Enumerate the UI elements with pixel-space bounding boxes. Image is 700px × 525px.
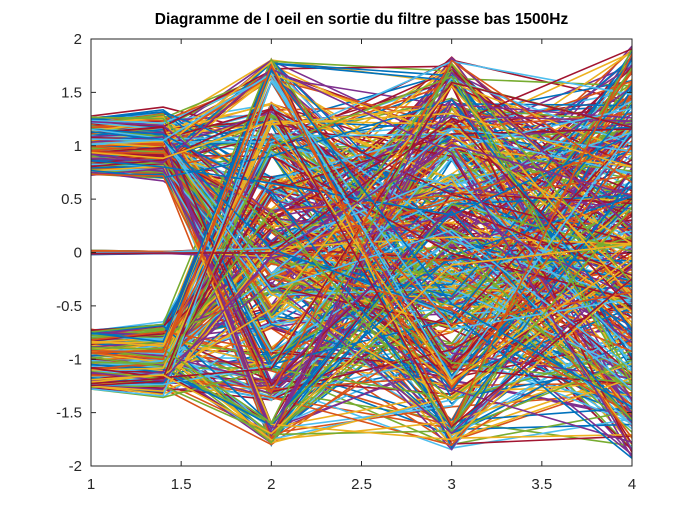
y-tick-label: -2	[69, 458, 82, 475]
y-tick-label: 1.5	[61, 84, 82, 101]
x-tick-label: 2	[267, 476, 275, 493]
trace-line	[91, 128, 632, 373]
y-tick-label: -1.5	[56, 405, 82, 422]
trace-line	[91, 138, 632, 370]
trace-line	[91, 81, 632, 379]
y-tick-label: 2	[74, 31, 82, 48]
trace-line	[91, 62, 632, 425]
chart-title: Diagramme de l oeil en sortie du filtre …	[154, 11, 569, 28]
trace-line	[91, 134, 632, 354]
trace-line	[91, 112, 632, 371]
trace-line	[91, 131, 632, 459]
x-tick-label: 1.5	[171, 476, 192, 493]
trace-line	[91, 69, 632, 379]
trace-line	[91, 110, 632, 392]
x-tick-label: 3.5	[531, 476, 552, 493]
x-tick-label: 4	[628, 476, 636, 493]
trace-line	[91, 127, 632, 275]
trace-line	[91, 53, 632, 427]
trace-line	[91, 167, 632, 383]
y-tick-label: 0	[74, 245, 82, 262]
trace-line	[91, 140, 632, 401]
trace-line	[91, 203, 632, 444]
trace-line	[91, 255, 632, 443]
trace-line	[91, 134, 632, 216]
y-tick-label: 1	[74, 138, 82, 155]
trace-line	[91, 116, 632, 385]
trace-line	[91, 210, 632, 427]
trace-group	[91, 45, 632, 459]
trace-line	[91, 115, 632, 216]
x-tick-label: 2.5	[351, 476, 372, 493]
trace-line	[91, 243, 632, 435]
trace-line	[91, 143, 632, 382]
trace-line	[91, 196, 632, 355]
trace-line	[91, 134, 632, 327]
trace-line	[91, 59, 632, 395]
y-tick-label: -1	[69, 351, 82, 368]
trace-line	[91, 107, 632, 386]
trace-line	[91, 84, 632, 224]
trace-line	[91, 68, 632, 408]
trace-line	[91, 57, 632, 333]
y-tick-label: 0.5	[61, 191, 82, 208]
trace-line	[91, 79, 632, 397]
trace-line	[91, 103, 632, 428]
trace-line	[91, 168, 632, 353]
trace-line	[91, 126, 632, 387]
trace-line	[91, 165, 632, 441]
trace-line	[91, 72, 632, 380]
x-tick-label: 1	[87, 476, 95, 493]
trace-line	[91, 71, 632, 438]
tick-group: 1 1.5 2 2.5 3 3.5 4 -2 -1.5 -1 -0.5 0 0.5 1 1.5 2	[56, 31, 636, 493]
trace-line	[91, 117, 632, 310]
trace-line	[91, 100, 632, 322]
trace-line	[91, 262, 632, 416]
trace-line	[91, 206, 632, 427]
trace-line	[91, 120, 632, 383]
trace-line	[91, 60, 632, 441]
trace-line	[91, 108, 632, 243]
y-tick-label: -0.5	[56, 298, 82, 315]
trace-line	[91, 76, 632, 370]
x-tick-label: 3	[447, 476, 455, 493]
